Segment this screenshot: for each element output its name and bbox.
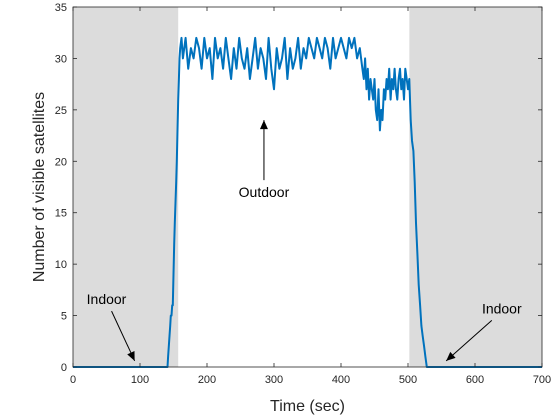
y-tick-label-1: 5 <box>61 311 67 323</box>
y-tick-label-5: 25 <box>55 105 67 117</box>
x-tick-label-4: 400 <box>332 374 350 386</box>
annotation-label-2: Indoor <box>482 300 522 316</box>
annotation-label-0: Outdoor <box>239 184 290 200</box>
annotation-arrowhead-1 <box>127 350 135 361</box>
axis-ticks: 0 100 200 300 400 500 600 700 0 5 10 15 20 25 30 35 <box>55 2 551 386</box>
x-tick-label-6: 600 <box>466 374 484 386</box>
shaded-regions <box>73 7 542 367</box>
x-axis-title: Time (sec) <box>270 398 345 415</box>
y-axis-title: Number of visible satellites <box>31 92 48 282</box>
y-tick-label-4: 20 <box>55 156 67 168</box>
annotation-arrow-1 <box>111 310 136 362</box>
plot-area-frame <box>72 6 543 368</box>
y-tick-label-3: 15 <box>55 208 67 220</box>
x-tick-label-0: 0 <box>70 374 76 386</box>
x-tick-label-1: 100 <box>131 374 149 386</box>
annotation-arrow-2 <box>445 319 493 362</box>
annotation-arrowhead-0 <box>259 120 268 130</box>
x-tick-label-7: 700 <box>533 374 551 386</box>
annotations: Outdoor Indoor Indoor <box>87 120 522 362</box>
shaded-region-1 <box>409 7 542 367</box>
y-tick-label-2: 10 <box>55 259 67 271</box>
y-tick-label-6: 30 <box>55 53 67 65</box>
x-tick-label-2: 200 <box>198 374 216 386</box>
series-layer <box>73 36 542 368</box>
x-tick-label-3: 300 <box>265 374 283 386</box>
x-tick-label-5: 500 <box>399 374 417 386</box>
y-tick-label-7: 35 <box>55 2 67 14</box>
shaded-region-0 <box>73 7 179 367</box>
annotation-label-1: Indoor <box>87 291 127 307</box>
series-line-0 <box>73 36 542 368</box>
annotation-arrowhead-2 <box>446 351 456 361</box>
y-tick-label-0: 0 <box>61 362 67 374</box>
